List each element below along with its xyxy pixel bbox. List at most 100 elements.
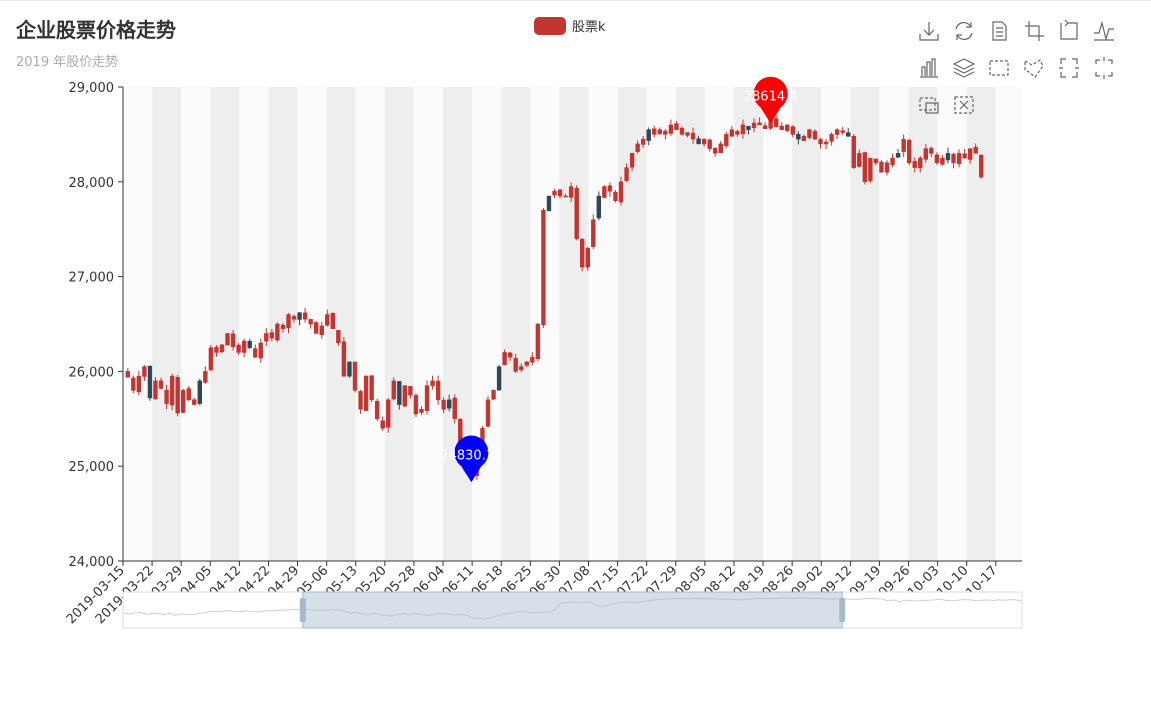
candle-body[interactable] — [286, 314, 291, 329]
candle-body[interactable] — [485, 399, 491, 427]
candle-body[interactable] — [912, 161, 917, 168]
candle-body[interactable] — [291, 316, 297, 320]
candle-body[interactable] — [557, 189, 563, 197]
candle-body[interactable] — [397, 381, 402, 405]
layers-icon[interactable] — [952, 56, 976, 80]
zoom-window[interactable] — [302, 591, 843, 629]
candle-body[interactable] — [513, 357, 518, 372]
candle-body[interactable] — [136, 375, 142, 393]
candle-body[interactable] — [175, 377, 180, 414]
candle-body[interactable] — [668, 124, 674, 134]
candle-body[interactable] — [729, 129, 735, 137]
candle-body[interactable] — [895, 153, 901, 158]
candle-body[interactable] — [241, 340, 247, 353]
candle-body[interactable] — [419, 409, 424, 413]
candle-body[interactable] — [979, 154, 984, 178]
candle-body[interactable] — [851, 136, 856, 168]
candle-body[interactable] — [840, 130, 845, 133]
candle-body[interactable] — [906, 139, 912, 164]
candle-body[interactable] — [158, 380, 164, 389]
candle-body[interactable] — [131, 377, 136, 391]
candle-body[interactable] — [386, 399, 391, 428]
candle-body[interactable] — [563, 195, 568, 198]
vertical-select-icon[interactable] — [1092, 56, 1116, 80]
candle-body[interactable] — [596, 195, 602, 219]
candle-body[interactable] — [618, 181, 624, 203]
candle-body[interactable] — [369, 375, 374, 401]
candle-body[interactable] — [635, 143, 640, 152]
candle-body[interactable] — [391, 380, 396, 400]
candle-body[interactable] — [341, 341, 347, 377]
candle-body[interactable] — [203, 371, 208, 383]
candle-body[interactable] — [829, 134, 834, 142]
candle-body[interactable] — [402, 385, 408, 407]
candle-body[interactable] — [181, 390, 186, 413]
candle-body[interactable] — [846, 132, 851, 137]
candle-body[interactable] — [724, 134, 729, 147]
candle-body[interactable] — [713, 148, 718, 154]
candle-body[interactable] — [247, 341, 252, 348]
candle-body[interactable] — [192, 399, 197, 405]
candle-body[interactable] — [663, 130, 668, 135]
document-icon[interactable] — [987, 19, 1011, 43]
clear-selection-icon[interactable] — [952, 93, 976, 117]
candle-body[interactable] — [696, 138, 701, 145]
candle-body[interactable] — [657, 129, 662, 135]
candle-body[interactable] — [424, 385, 430, 412]
max-mark-point[interactable]: 28614.4 — [744, 76, 798, 124]
candle-body[interactable] — [225, 333, 230, 346]
candle-body[interactable] — [940, 157, 945, 165]
candle-body[interactable] — [314, 322, 319, 334]
candle-body[interactable] — [591, 219, 596, 247]
candle-body[interactable] — [945, 153, 951, 161]
candle-body[interactable] — [652, 128, 657, 135]
candle-body[interactable] — [491, 390, 496, 400]
candle-body[interactable] — [530, 356, 535, 363]
candle-body[interactable] — [901, 138, 906, 152]
candle-body[interactable] — [857, 153, 862, 167]
crop-icon[interactable] — [1022, 19, 1046, 43]
candle-body[interactable] — [890, 157, 895, 165]
candle-body[interactable] — [524, 361, 529, 366]
candle-body[interactable] — [868, 157, 873, 182]
candle-body[interactable] — [918, 157, 923, 169]
candle-body[interactable] — [447, 399, 452, 409]
candle-body[interactable] — [735, 130, 740, 135]
candle-body[interactable] — [541, 209, 546, 326]
candle-body[interactable] — [624, 167, 629, 181]
candle-body[interactable] — [862, 152, 868, 183]
undo-icon[interactable] — [1057, 19, 1081, 43]
candle-body[interactable] — [568, 186, 574, 198]
candle-body[interactable] — [142, 366, 147, 377]
candle-body[interactable] — [690, 132, 696, 140]
candle-body[interactable] — [219, 344, 225, 353]
candle-body[interactable] — [325, 314, 330, 326]
candle-body[interactable] — [147, 365, 153, 399]
keep-selection-icon[interactable] — [917, 93, 941, 117]
candle-body[interactable] — [374, 401, 380, 420]
candle-body[interactable] — [751, 122, 757, 129]
candle-body[interactable] — [125, 371, 130, 378]
candle-body[interactable] — [197, 380, 203, 404]
candle-body[interactable] — [884, 162, 890, 173]
candle-body[interactable] — [962, 153, 967, 159]
candle-body[interactable] — [336, 330, 341, 344]
candle-body[interactable] — [956, 153, 962, 165]
candle-body[interactable] — [585, 247, 590, 268]
candle-body[interactable] — [552, 191, 557, 196]
candle-body[interactable] — [363, 375, 369, 411]
candle-body[interactable] — [762, 125, 768, 129]
legend-item-stock[interactable]: 股票k — [534, 16, 606, 35]
zoom-handle-left[interactable] — [299, 598, 306, 622]
candle-body[interactable] — [164, 389, 169, 404]
candle-body[interactable] — [502, 352, 507, 366]
candle-body[interactable] — [785, 124, 790, 131]
candle-body[interactable] — [923, 148, 928, 160]
candle-body[interactable] — [640, 138, 646, 145]
candle-body[interactable] — [674, 123, 679, 130]
candle-body[interactable] — [408, 386, 413, 396]
candle-body[interactable] — [607, 185, 613, 192]
candle-body[interactable] — [330, 313, 336, 329]
candle-body[interactable] — [214, 347, 219, 353]
bar-chart-icon[interactable] — [917, 56, 941, 80]
